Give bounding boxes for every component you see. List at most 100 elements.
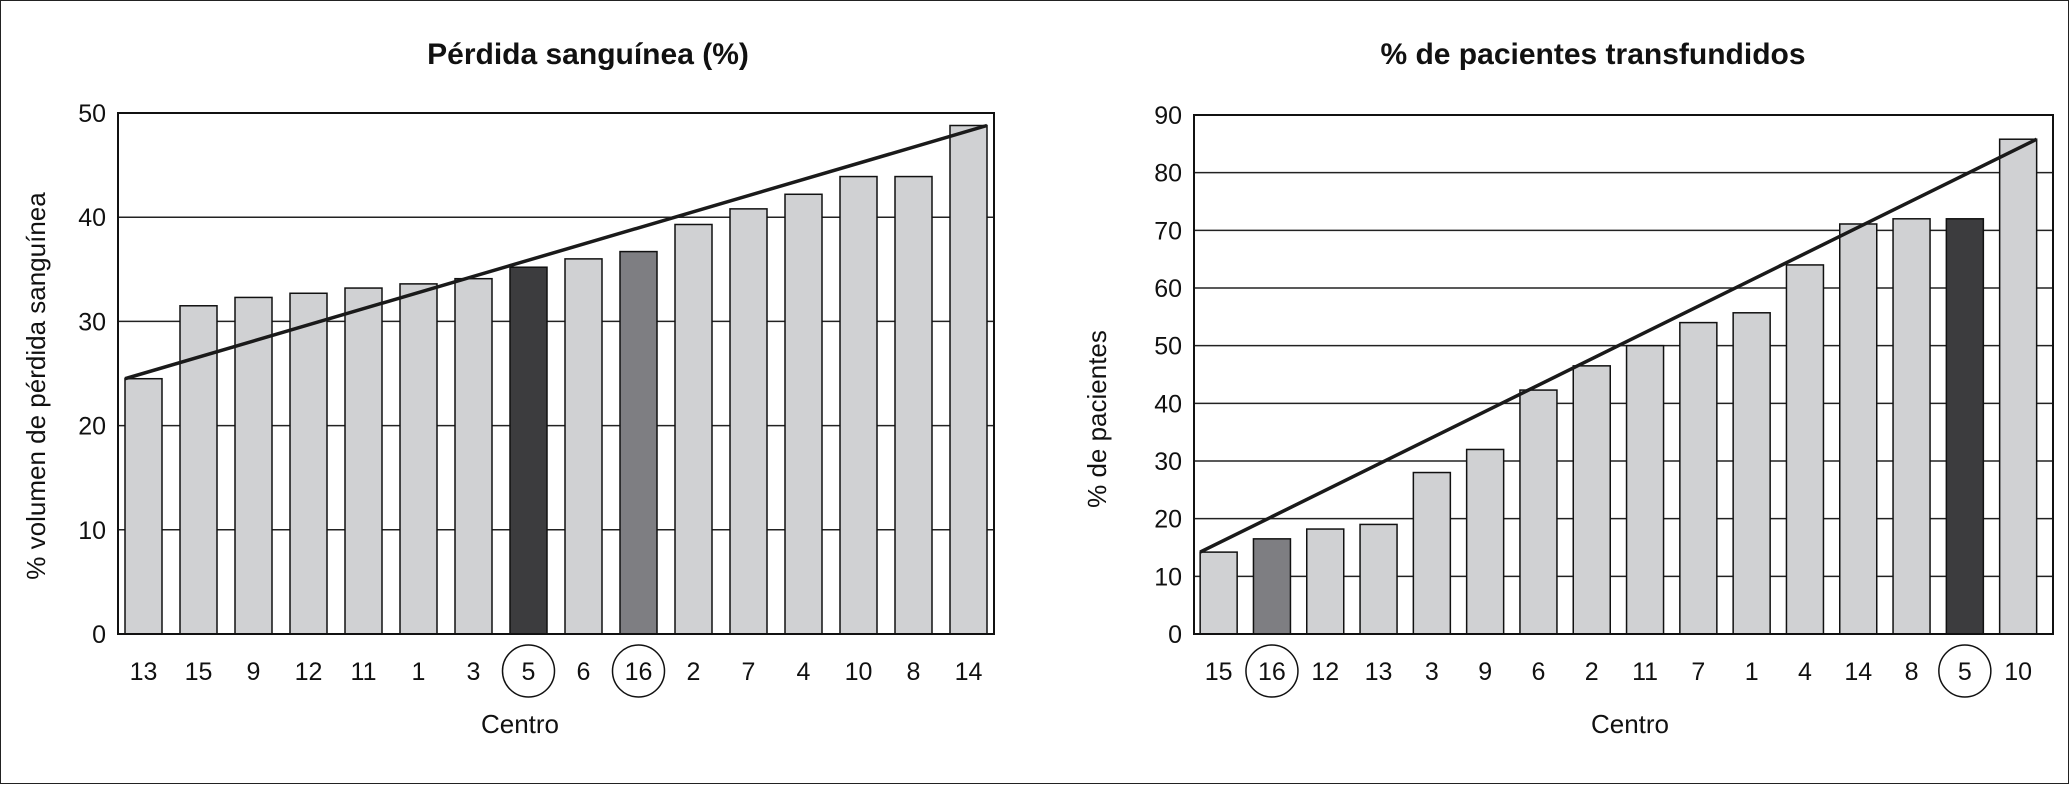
x-tick-label: 5 bbox=[1958, 658, 1972, 686]
x-tick-label: 13 bbox=[1365, 658, 1393, 686]
bar-centro-10 bbox=[1998, 138, 2038, 635]
chart-title: Pérdida sanguínea (%) bbox=[427, 38, 749, 71]
bar-centro-7 bbox=[729, 208, 768, 635]
bar-centro-5 bbox=[1945, 218, 1985, 635]
bar-centro-4 bbox=[784, 193, 823, 635]
bar-centro-16 bbox=[619, 250, 658, 635]
y-tick-label: 90 bbox=[1154, 102, 1182, 130]
y-tick-label: 30 bbox=[78, 308, 106, 336]
bar-centro-12 bbox=[289, 292, 328, 635]
bar-centro-16 bbox=[1252, 538, 1292, 635]
x-tick-label: 8 bbox=[907, 658, 921, 686]
x-tick-labels: 15 16 12 13 3 9 6 2 11 7 1 4 14 8 5 10 bbox=[1205, 644, 2032, 698]
x-tick-label: 2 bbox=[1585, 658, 1599, 686]
bars bbox=[1199, 138, 2038, 635]
y-tick-label: 40 bbox=[78, 204, 106, 232]
y-tick-label: 50 bbox=[1154, 333, 1182, 361]
x-tick-label: 13 bbox=[130, 658, 158, 686]
y-tick-label: 30 bbox=[1154, 448, 1182, 476]
x-axis-label: Centro bbox=[481, 709, 559, 739]
y-tick-label: 40 bbox=[1154, 390, 1182, 418]
y-tick-label: 20 bbox=[1154, 506, 1182, 534]
x-tick-labels: 13 15 9 12 11 1 3 5 6 16 2 7 4 10 8 14 bbox=[130, 644, 983, 698]
bar-centro-3 bbox=[1412, 471, 1452, 635]
bar-centro-14 bbox=[1839, 223, 1878, 635]
x-tick-label: 12 bbox=[295, 658, 323, 686]
bar-centro-2 bbox=[674, 223, 713, 635]
bar-centro-4 bbox=[1785, 264, 1825, 635]
bar-centro-3 bbox=[454, 277, 493, 635]
bars bbox=[124, 124, 988, 635]
trend-line bbox=[124, 123, 988, 381]
x-tick-label: 8 bbox=[1905, 658, 1919, 686]
y-tick-label: 0 bbox=[1168, 621, 1182, 649]
bar-centro-13 bbox=[124, 377, 163, 635]
x-tick-label: 3 bbox=[467, 658, 481, 686]
x-tick-label: 15 bbox=[185, 658, 213, 686]
x-tick-label: 11 bbox=[1632, 658, 1658, 686]
bar-centro-6 bbox=[564, 258, 603, 635]
x-tick-label: 7 bbox=[742, 658, 756, 686]
bar-centro-1 bbox=[1732, 312, 1771, 635]
x-tick-label: 10 bbox=[845, 658, 873, 686]
bar-centro-14 bbox=[949, 124, 988, 635]
x-tick-label: 16 bbox=[1258, 658, 1286, 686]
y-tick-label: 0 bbox=[92, 621, 106, 649]
x-axis-label: Centro bbox=[1591, 709, 1669, 739]
x-tick-label: 1 bbox=[412, 658, 426, 686]
highlight-circle bbox=[611, 644, 666, 698]
x-tick-label: 11 bbox=[351, 658, 377, 686]
x-tick-label: 1 bbox=[1745, 658, 1759, 686]
y-tick-label: 70 bbox=[1154, 217, 1182, 245]
bar-centro-5 bbox=[509, 266, 548, 635]
bar-centro-15 bbox=[1199, 551, 1238, 635]
x-tick-label: 14 bbox=[955, 658, 983, 686]
bar-centro-8 bbox=[894, 175, 933, 635]
bar-centro-8 bbox=[1892, 218, 1931, 635]
highlight-circle bbox=[501, 644, 556, 698]
chart-transfused-patients: % de pacientes transfundidos % de pacien… bbox=[1082, 38, 2054, 739]
x-tick-label: 14 bbox=[1844, 658, 1872, 686]
trend-line bbox=[1199, 137, 2038, 554]
x-tick-label: 4 bbox=[1798, 658, 1812, 686]
y-tick-label: 20 bbox=[78, 413, 106, 441]
x-tick-label: 3 bbox=[1425, 658, 1439, 686]
plot-area bbox=[117, 112, 995, 635]
bar-centro-6 bbox=[1519, 389, 1558, 635]
bar-centro-1 bbox=[399, 283, 438, 635]
bar-centro-9 bbox=[1465, 448, 1505, 635]
y-tick-label: 10 bbox=[1154, 563, 1182, 591]
y-axis-label: % volumen de pérdida sanguínea bbox=[21, 192, 51, 580]
highlight-circle bbox=[1245, 644, 1299, 698]
y-tick-label: 50 bbox=[78, 100, 106, 128]
y-tick-labels: 0 10 20 30 40 50 bbox=[78, 100, 106, 649]
y-axis-label: % de pacientes bbox=[1082, 330, 1112, 508]
x-tick-label: 4 bbox=[797, 658, 811, 686]
bar-centro-10 bbox=[839, 175, 878, 635]
x-tick-label: 16 bbox=[625, 658, 653, 686]
x-tick-label: 6 bbox=[1531, 658, 1545, 686]
x-tick-label: 12 bbox=[1311, 658, 1339, 686]
bar-centro-9 bbox=[234, 296, 273, 635]
x-tick-label: 15 bbox=[1205, 658, 1233, 686]
x-tick-label: 7 bbox=[1691, 658, 1705, 686]
y-tick-label: 80 bbox=[1154, 160, 1182, 188]
x-tick-label: 9 bbox=[247, 658, 261, 686]
bar-centro-11 bbox=[1625, 344, 1665, 635]
plot-area bbox=[1193, 114, 2054, 635]
x-tick-label: 10 bbox=[2004, 658, 2032, 686]
bar-centro-13 bbox=[1359, 523, 1398, 635]
x-tick-label: 2 bbox=[687, 658, 701, 686]
y-tick-label: 60 bbox=[1154, 275, 1182, 303]
x-tick-label: 9 bbox=[1478, 658, 1492, 686]
bar-centro-2 bbox=[1572, 365, 1611, 635]
chart-blood-loss: Pérdida sanguínea (%) % volumen de pérdi… bbox=[21, 38, 995, 739]
chart-title: % de pacientes transfundidos bbox=[1380, 38, 1805, 71]
bar-centro-11 bbox=[344, 287, 383, 635]
x-tick-label: 6 bbox=[577, 658, 591, 686]
bar-centro-7 bbox=[1679, 321, 1718, 635]
bar-centro-12 bbox=[1306, 528, 1345, 635]
highlight-circle bbox=[1938, 644, 1992, 698]
